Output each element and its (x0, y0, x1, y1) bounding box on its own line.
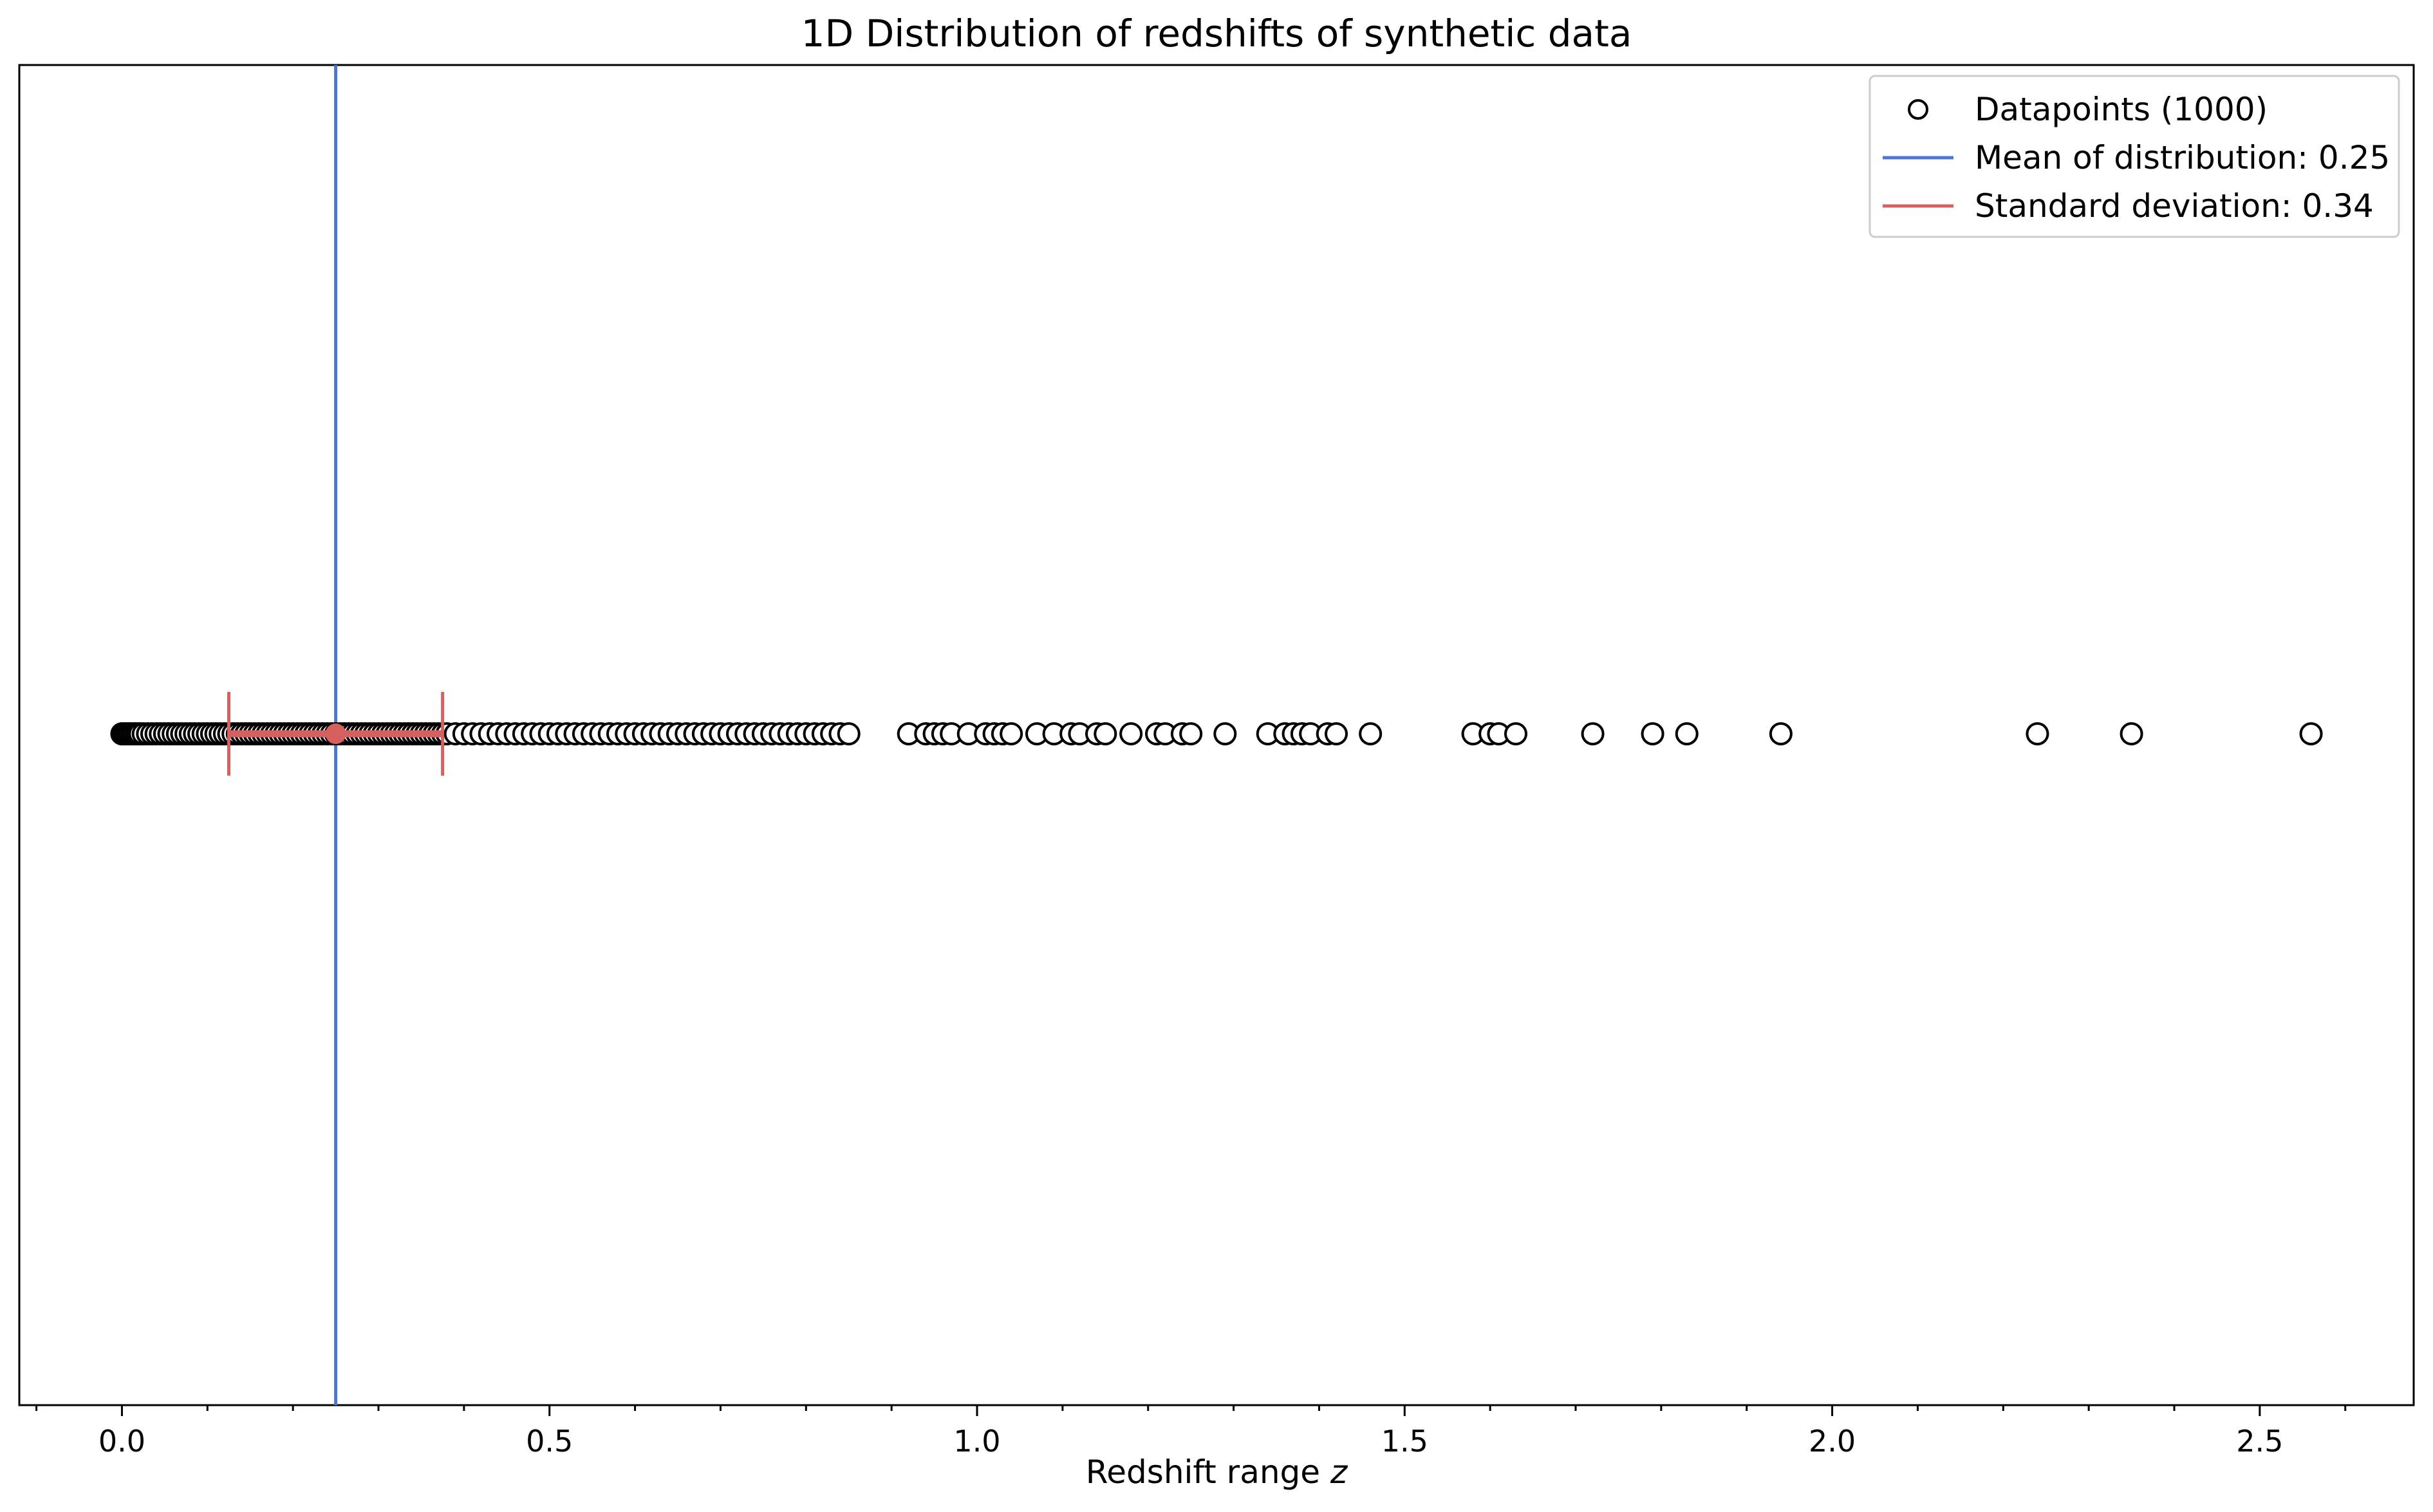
datapoint (1179, 722, 1203, 745)
legend: Datapoints (1000) Mean of distribution: … (1869, 75, 2400, 238)
datapoint (1213, 722, 1237, 745)
datapoint (1325, 722, 1348, 745)
datapoint (1769, 722, 1793, 745)
std-errorbar (227, 692, 445, 776)
x-tick-label: 2.5 (2236, 1424, 2283, 1459)
x-axis-label: Redshift range z (1086, 1453, 1348, 1491)
datapoint (1000, 722, 1023, 745)
legend-box (1869, 75, 2400, 238)
legend-datapoints-marker (1908, 99, 1928, 120)
datapoint (1675, 722, 1699, 745)
x-tick-label: 0.0 (98, 1424, 145, 1459)
x-tick-label: 2.0 (1809, 1424, 1856, 1459)
legend-datapoints-label: Datapoints (1000) (1975, 91, 2268, 128)
datapoint (2120, 722, 2143, 745)
x-axis-label-text: Redshift range (1086, 1453, 1330, 1491)
x-axis-ticks: 0.0 0.5 1.0 1.5 2.0 2.5 (35, 1405, 2347, 1459)
datapoint (1359, 722, 1383, 745)
legend-std-label: Standard deviation: 0.34 (1975, 187, 2374, 225)
x-tick-label: 0.5 (526, 1424, 573, 1459)
x-tick-label: 1.0 (953, 1424, 1000, 1459)
chart-title: 1D Distribution of redshifts of syntheti… (801, 12, 1632, 55)
datapoint (2299, 722, 2323, 745)
x-tick-label: 1.5 (1381, 1424, 1428, 1459)
legend-mean-label: Mean of distribution: 0.25 (1975, 139, 2390, 176)
datapoints-layer (110, 722, 2323, 745)
x-axis-label-symbol: z (1330, 1453, 1348, 1491)
datapoint (1119, 722, 1143, 745)
datapoint (1581, 722, 1605, 745)
datapoint (837, 722, 861, 745)
datapoint (2026, 722, 2049, 745)
datapoint (1094, 722, 1117, 745)
datapoint (1504, 722, 1527, 745)
std-errorbar-center-marker (325, 723, 346, 744)
datapoint (1641, 722, 1664, 745)
